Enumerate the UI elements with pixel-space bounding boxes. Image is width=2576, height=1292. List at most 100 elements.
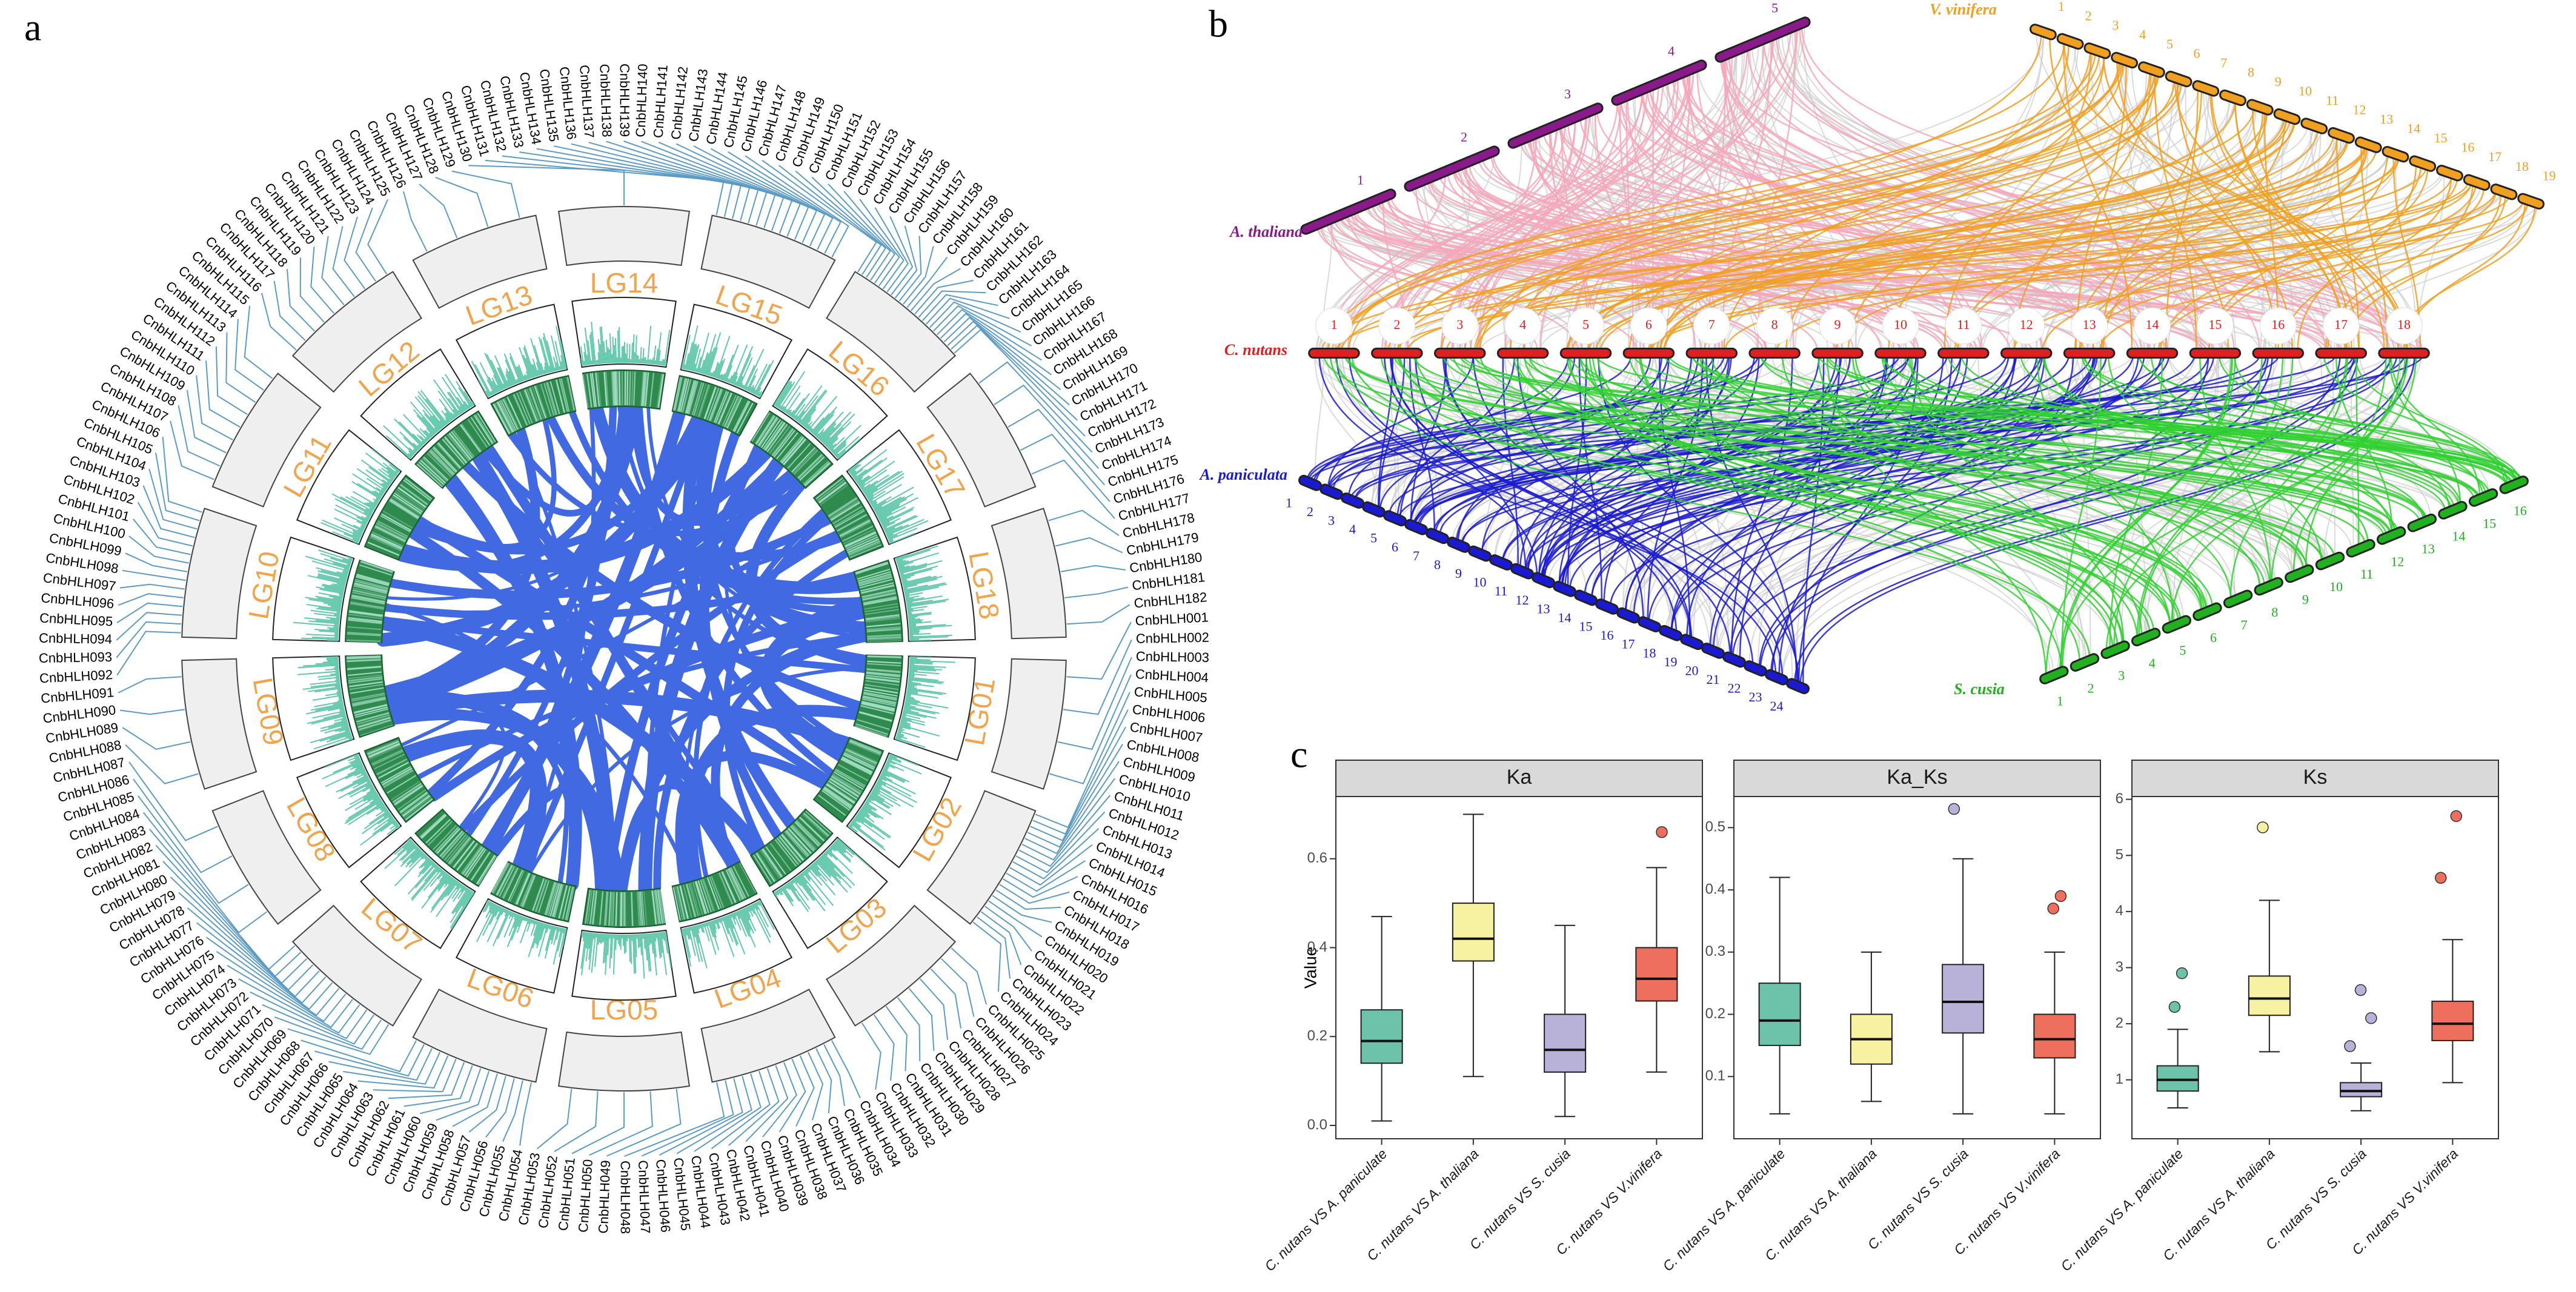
density [759, 899, 763, 905]
gene-label: CnbHLH004 [1135, 666, 1209, 685]
density [530, 338, 543, 376]
gene-label: CnbHLH091 [40, 684, 115, 706]
synteny-curve [2292, 353, 2417, 577]
heatmap [428, 821, 453, 846]
synteny-curve [1409, 353, 1436, 535]
gene-connector [244, 305, 273, 379]
synteny-curve [2013, 69, 2152, 354]
density [494, 355, 510, 388]
density [370, 787, 375, 791]
density [632, 934, 636, 974]
chromosome-number: 17 [2334, 317, 2348, 332]
density [828, 444, 834, 450]
outlier [2354, 984, 2367, 996]
density [325, 692, 342, 697]
density [903, 709, 919, 714]
density [559, 927, 562, 932]
heatmap [391, 781, 420, 801]
synteny-curve [1759, 189, 2497, 354]
heatmap-track [490, 375, 577, 437]
density [818, 422, 836, 440]
density [779, 371, 805, 410]
heatmap [857, 571, 891, 582]
density [746, 906, 750, 912]
density [423, 868, 442, 891]
heatmap [829, 500, 859, 520]
heatmap [863, 689, 898, 697]
density [538, 336, 549, 373]
density [795, 385, 823, 421]
density [417, 395, 444, 428]
heatmap [417, 463, 443, 487]
density [848, 824, 858, 833]
density [901, 716, 925, 723]
density [877, 503, 900, 517]
gene-label: CnbHLH003 [1136, 649, 1209, 665]
density [868, 795, 889, 809]
chromosome [2383, 147, 2408, 161]
heatmap [638, 892, 642, 926]
density [835, 841, 854, 858]
heatmap [688, 883, 699, 916]
density [471, 360, 491, 397]
synteny-curve [1524, 353, 1896, 573]
density [659, 932, 663, 953]
y-tick-label: 2 [2116, 1015, 2123, 1031]
density [691, 926, 695, 938]
density [836, 449, 846, 459]
heatmap [629, 371, 631, 406]
gene-connector [1007, 408, 1105, 486]
density [303, 663, 339, 667]
density [314, 700, 344, 707]
synteny-curve [2176, 78, 2277, 354]
heatmap [828, 497, 857, 517]
heatmap [402, 795, 431, 817]
density [775, 890, 780, 896]
density [857, 813, 891, 838]
density [533, 345, 544, 375]
heatmap [494, 403, 511, 434]
density [600, 933, 603, 944]
density [323, 712, 346, 719]
density [875, 496, 905, 514]
heatmap [604, 891, 608, 926]
density [393, 821, 397, 826]
density [422, 855, 427, 860]
synteny-curve [1313, 353, 2295, 576]
density [835, 840, 847, 850]
density [338, 781, 371, 800]
density [505, 368, 514, 386]
heatmap [430, 449, 455, 475]
heatmap [419, 813, 446, 838]
heatmap [831, 776, 861, 795]
y-tick-label: 0.4 [1705, 881, 1725, 897]
heatmap [839, 518, 870, 536]
synteny-curve [1799, 353, 2416, 687]
outlier [2047, 903, 2059, 915]
density [310, 680, 340, 685]
heatmap [589, 890, 595, 924]
density [722, 916, 729, 935]
gene-connector [745, 155, 849, 257]
density [421, 440, 425, 445]
density [437, 874, 450, 890]
density [888, 534, 898, 540]
density [603, 933, 605, 942]
density [639, 934, 642, 955]
heatmap [695, 383, 707, 417]
density [871, 503, 877, 507]
density [908, 678, 944, 683]
synteny-curve [1473, 80, 2183, 354]
chromosome-number: 4 [2139, 27, 2146, 42]
chromosome-number: 7 [1708, 317, 1715, 332]
density [747, 906, 754, 917]
heatmap [350, 603, 384, 610]
heatmap [552, 884, 563, 918]
chromosome [412, 214, 548, 309]
density [696, 356, 702, 373]
density [366, 515, 370, 519]
density [662, 932, 665, 941]
density [580, 357, 583, 366]
heatmap [348, 618, 382, 624]
density [311, 715, 347, 725]
